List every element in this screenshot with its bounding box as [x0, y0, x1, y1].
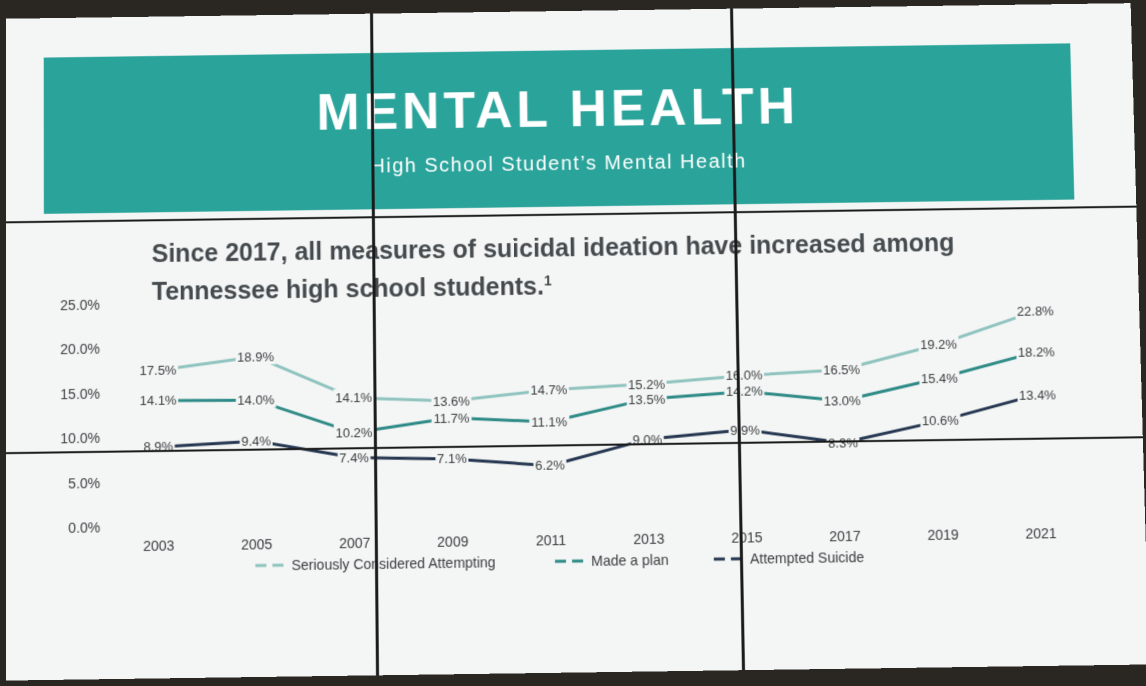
data-label: 10.2%	[335, 425, 373, 441]
legend-label: Made a plan	[591, 552, 669, 569]
x-tick-label: 2019	[927, 526, 959, 543]
legend-label: Attempted Suicide	[750, 549, 865, 567]
x-tick-label: 2009	[437, 533, 469, 550]
x-tick-label: 2005	[241, 536, 273, 553]
data-label: 14.7%	[530, 382, 568, 398]
y-tick-label: 10.0%	[60, 430, 100, 447]
series-line	[158, 352, 1038, 435]
data-label: 17.5%	[140, 363, 177, 379]
data-label: 13.4%	[1019, 387, 1057, 403]
data-label: 11.1%	[531, 414, 568, 430]
x-tick-label: 2007	[339, 535, 371, 552]
data-label: 14.0%	[237, 392, 274, 408]
data-label: 9.9%	[730, 422, 760, 438]
data-label: 18.9%	[237, 349, 274, 365]
data-label: 10.6%	[922, 413, 960, 429]
data-label: 22.8%	[1017, 303, 1055, 319]
data-label: 16.5%	[823, 362, 861, 378]
legend-label: Seriously Considered Attempting	[291, 554, 495, 573]
data-label: 14.1%	[140, 393, 177, 409]
data-label: 13.5%	[628, 391, 666, 407]
x-tick-label: 2003	[143, 537, 175, 554]
series-line	[158, 311, 1038, 405]
data-label: 6.2%	[535, 458, 565, 474]
data-label: 15.4%	[921, 370, 959, 386]
x-tick-label: 2021	[1025, 525, 1057, 542]
data-label: 16.0%	[725, 368, 763, 384]
y-tick-label: 15.0%	[60, 385, 100, 402]
x-tick-label: 2011	[536, 532, 567, 549]
data-label: 9.4%	[241, 433, 271, 449]
x-tick-label: 2015	[731, 529, 763, 546]
y-tick-label: 0.0%	[68, 519, 100, 536]
data-label: 13.6%	[433, 393, 471, 409]
y-tick-label: 5.0%	[68, 475, 100, 492]
data-label: 19.2%	[920, 337, 958, 353]
data-label: 18.2%	[1018, 344, 1056, 360]
data-label: 7.4%	[339, 450, 369, 466]
x-tick-label: 2013	[633, 530, 665, 547]
x-tick-label: 2017	[829, 528, 861, 545]
data-label: 14.2%	[726, 384, 764, 400]
y-tick-label: 20.0%	[60, 341, 100, 358]
data-label: 15.2%	[628, 376, 666, 392]
data-label: 8.3%	[828, 435, 859, 451]
series-line	[158, 395, 1039, 471]
video-wall-display: MENTAL HEALTH High School Student’s Ment…	[6, 3, 1146, 680]
data-label: 13.0%	[824, 393, 862, 409]
line-chart: 25.0% 20.0% 15.0% 10.0% 5.0% 0.0% 2003 2005 2007…	[6, 3, 1146, 680]
data-label: 7.1%	[437, 451, 467, 467]
y-tick-label: 25.0%	[60, 297, 100, 314]
data-label: 8.9%	[143, 439, 173, 455]
data-label: 11.7%	[433, 410, 470, 426]
data-label: 14.1%	[335, 390, 373, 406]
